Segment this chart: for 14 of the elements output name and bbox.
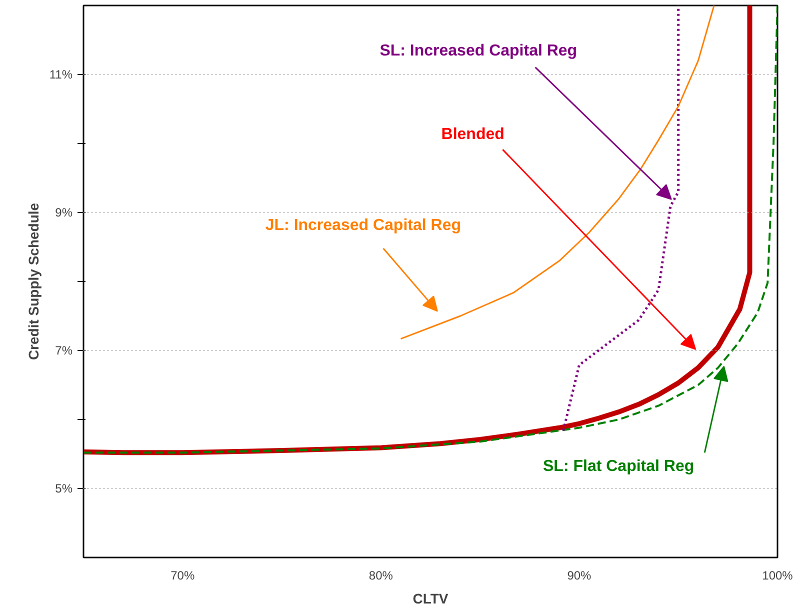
- y-tick-label: 9%: [55, 206, 73, 220]
- x-tick-label: 90%: [567, 568, 592, 582]
- x-tick-label: 100%: [762, 568, 794, 582]
- annotation: JL: Increased Capital Reg: [265, 217, 461, 234]
- x-axis-title: CLTV: [412, 590, 449, 606]
- annotation: SL: Increased Capital Reg: [380, 42, 578, 60]
- annotation: SL: Flat Capital Reg: [543, 458, 694, 475]
- y-tick-label: 7%: [55, 344, 73, 358]
- x-tick-label: 80%: [368, 568, 394, 582]
- annotation: Blended: [441, 126, 504, 144]
- x-tick-label: 70%: [170, 568, 195, 582]
- y-axis-title: Credit Supply Schedule: [25, 202, 42, 360]
- y-tick-label: 5%: [55, 482, 73, 496]
- y-tick-label: 11%: [49, 68, 73, 82]
